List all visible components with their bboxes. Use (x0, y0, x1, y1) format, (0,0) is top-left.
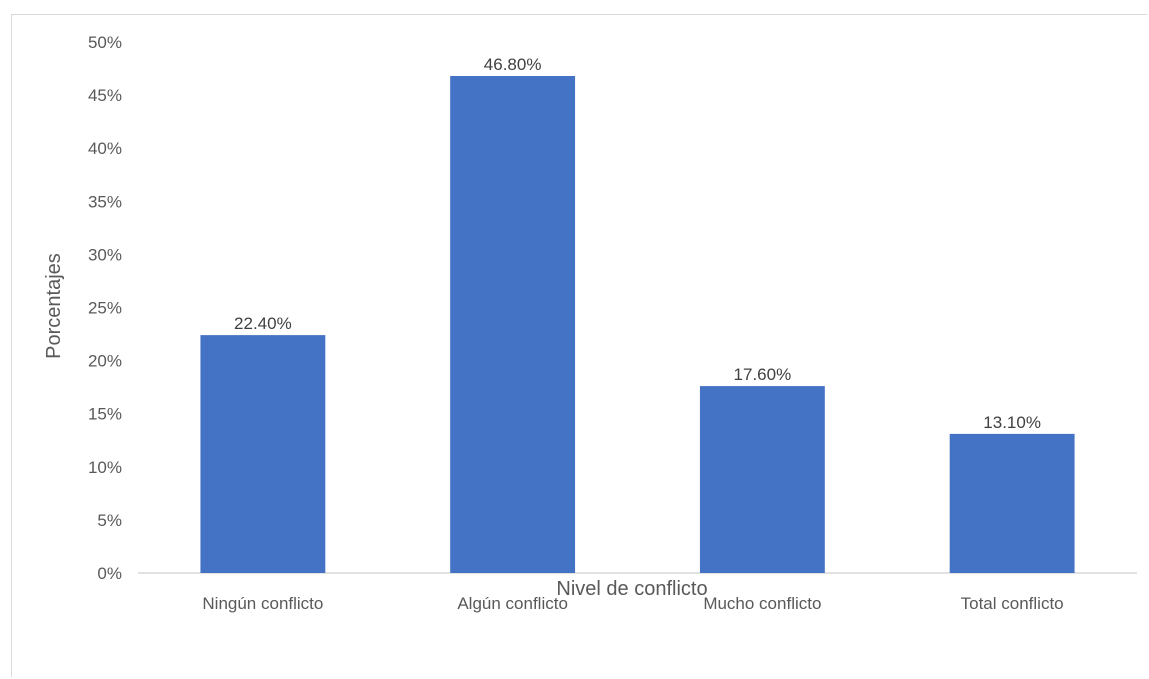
chart-frame (11, 14, 1147, 677)
data-labels: 22.40% 46.80% 17.60% 13.10% (234, 55, 1041, 432)
bar (200, 335, 326, 573)
bars (200, 75, 1075, 573)
data-label: 13.10% (983, 413, 1041, 432)
data-label: 17.60% (734, 365, 792, 384)
data-label: 46.80% (484, 55, 542, 74)
x-axis-title: Nivel de conflicto (556, 578, 707, 600)
y-tick-label: 20% (88, 352, 122, 371)
data-label: 22.40% (234, 314, 292, 333)
x-axis-tick-labels: Ningún conflicto Algún conflicto Mucho con… (202, 594, 1063, 613)
bar (949, 433, 1075, 573)
bar (450, 75, 576, 573)
x-tick-label: Algún conflicto (457, 594, 568, 613)
y-tick-label: 10% (88, 458, 122, 477)
y-tick-label: 0% (97, 564, 122, 583)
y-tick-label: 25% (88, 299, 122, 318)
y-tick-label: 45% (88, 86, 122, 105)
x-tick-label: Total conflicto (961, 594, 1064, 613)
y-tick-label: 40% (88, 139, 122, 158)
y-tick-label: 15% (88, 405, 122, 424)
x-tick-label: Ningún conflicto (202, 594, 323, 613)
y-axis-title: Porcentajes (43, 253, 65, 359)
y-tick-label: 5% (97, 511, 122, 530)
y-axis-ticks: 0% 5% 10% 15% 20% 25% 30% 35% 40% 45% 50% (88, 33, 122, 583)
y-tick-label: 50% (88, 33, 122, 52)
x-tick-label: Mucho conflicto (703, 594, 821, 613)
y-tick-label: 30% (88, 245, 122, 264)
y-tick-label: 35% (88, 192, 122, 211)
bar (699, 386, 825, 573)
